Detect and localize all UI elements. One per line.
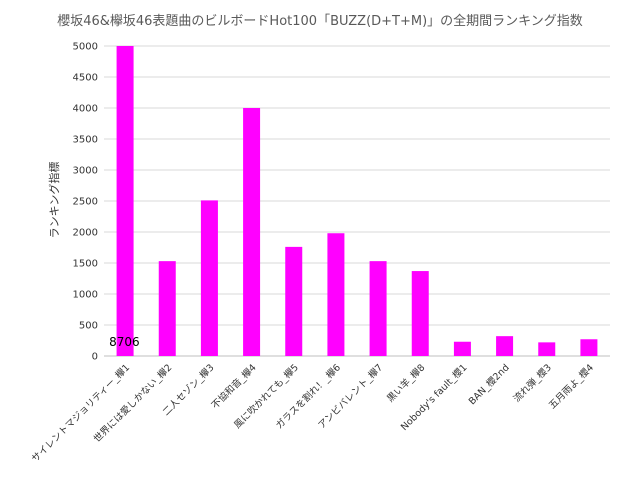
bar [496,336,514,356]
y-tick-labels: 0 500 1000 1500 2000 2500 3000 3500 4000 4500 5000 [73,42,98,363]
y-tick-label: 4000 [73,104,98,115]
y-tick-label: 2500 [73,197,98,208]
y-tick-label: 3500 [73,135,98,146]
y-tick-label: 0 [92,352,98,363]
data-labels: 8706 [109,335,140,349]
x-tick-labels: サイレントマジョリティー_欅1世界には愛しかない_欅2二人セゾン_欅3不協和音_… [30,362,596,465]
x-tick-label: 世界には愛しかない_欅2 [91,362,174,445]
y-tick-label: 3000 [73,166,98,177]
bar [158,261,176,356]
bar [116,46,134,356]
x-tick-label: 黒い羊_欅8 [384,362,427,405]
x-tick-label: 流れ弾_櫻3 [511,362,554,405]
chart-title: 櫻坂46&欅坂46表題曲のビルボードHot100「BUZZ(D+T+M)」の全期… [57,14,583,29]
bar [453,341,471,356]
y-tick-label: 1500 [73,259,98,270]
data-label: 8706 [109,335,140,349]
y-tick-label: 4500 [73,73,98,84]
bar [327,233,345,356]
y-axis-label: ランキング指標 [47,162,61,239]
gridlines [104,45,610,357]
bar [200,200,218,356]
y-tick-label: 500 [79,321,98,332]
y-tick-label: 5000 [73,42,98,53]
bar [369,261,387,356]
bar [285,246,303,356]
y-tick-label: 2000 [73,228,98,239]
bar [538,342,556,356]
bars [116,46,598,356]
y-tick-label: 1000 [73,290,98,301]
x-tick-label: 五月雨よ_櫻4 [546,362,596,412]
x-tick-label: BAN_櫻2nd [466,362,512,408]
bar [243,108,261,356]
bar [411,271,429,356]
bar [580,339,598,356]
